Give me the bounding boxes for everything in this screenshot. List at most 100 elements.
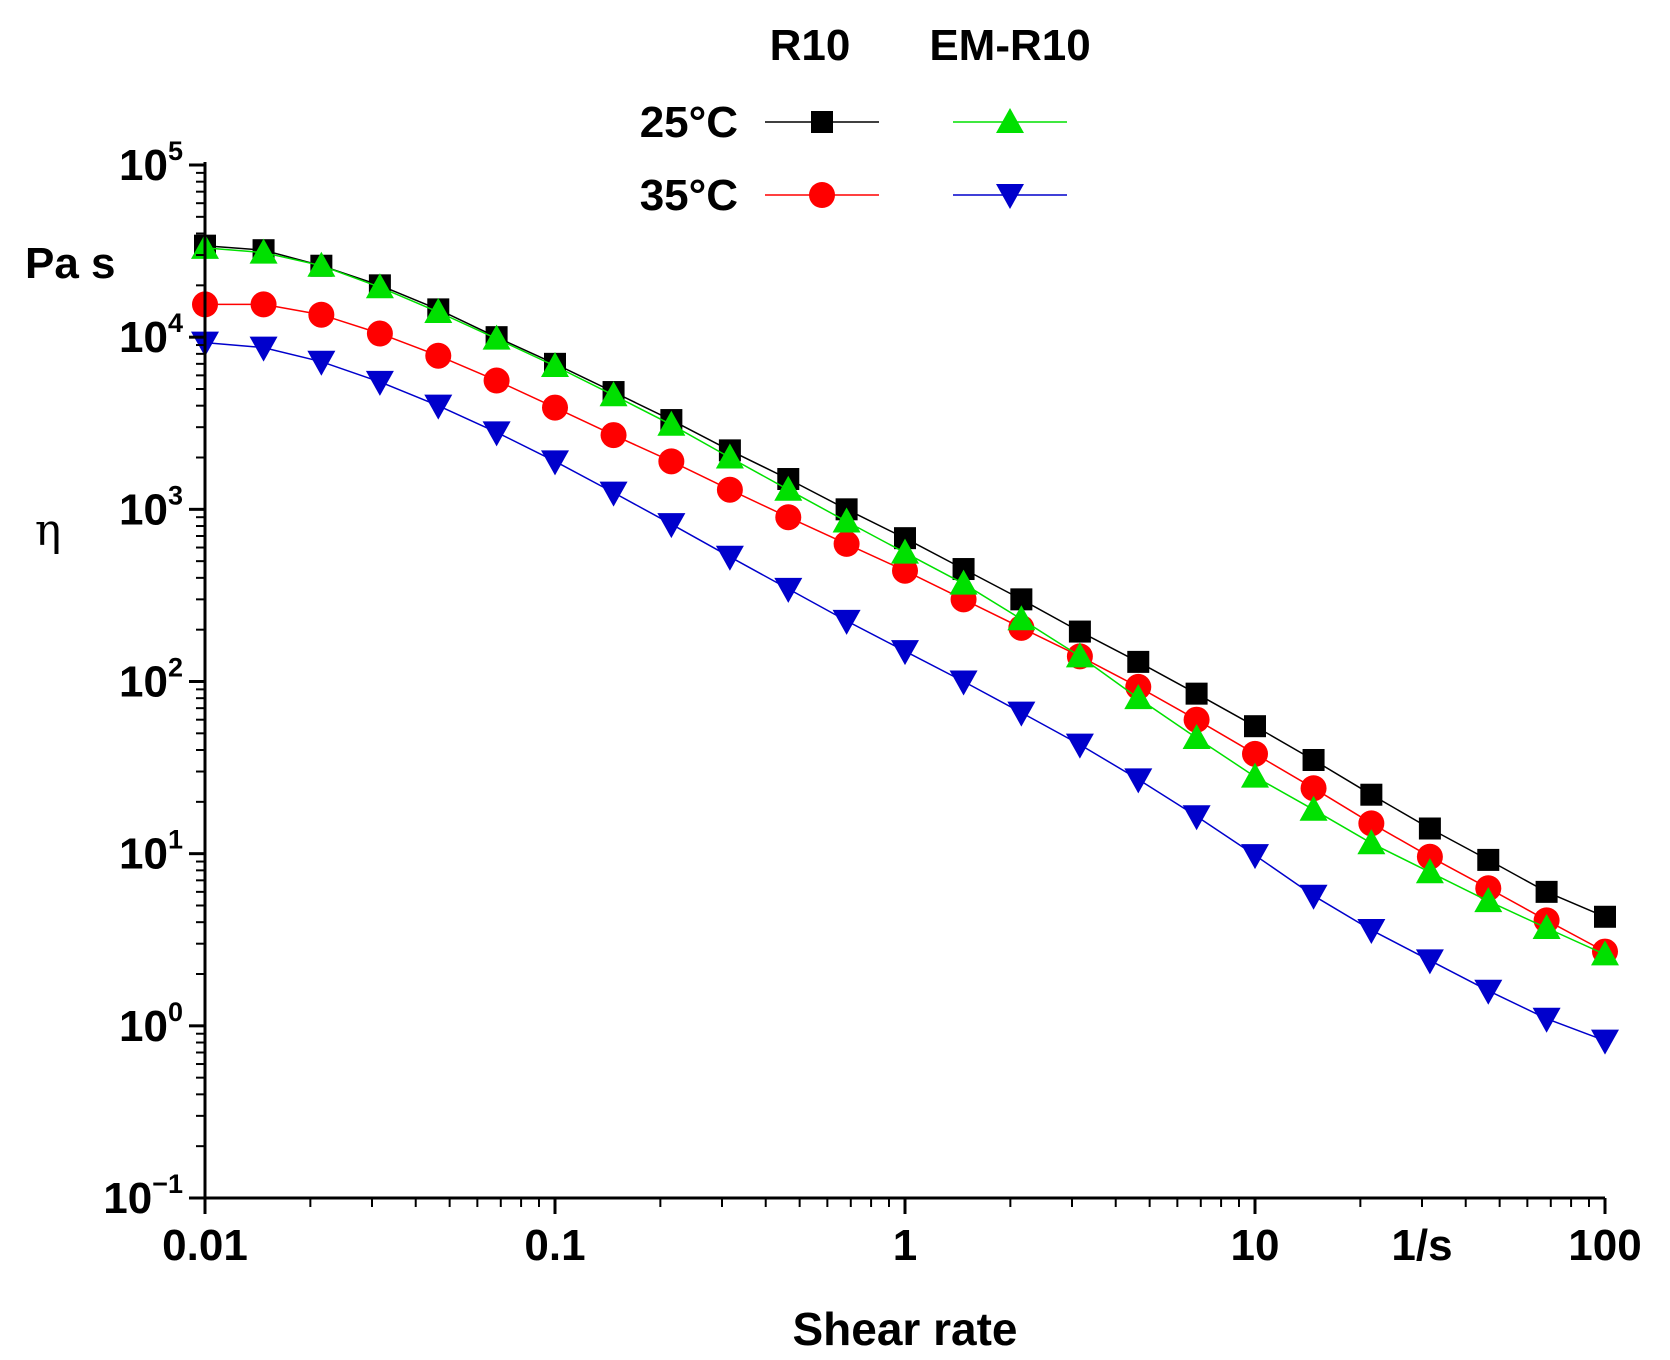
data-point	[1124, 684, 1153, 710]
data-point	[715, 545, 744, 571]
data-point	[774, 475, 803, 501]
data-point	[832, 609, 861, 635]
data-point	[1360, 783, 1383, 806]
data-point	[949, 670, 978, 696]
y-axis-unit: Pa s	[25, 239, 116, 288]
data-point	[599, 481, 628, 507]
plot-area	[191, 233, 1619, 1055]
data-point	[1474, 979, 1503, 1005]
data-point	[1357, 919, 1386, 945]
data-point	[715, 443, 744, 469]
data-point	[307, 251, 336, 277]
data-point	[1007, 701, 1036, 727]
data-point	[1532, 914, 1561, 940]
data-point	[542, 394, 568, 421]
legend-marker	[996, 108, 1024, 133]
data-point	[1594, 905, 1616, 928]
data-point	[482, 324, 511, 350]
data-point	[424, 394, 453, 420]
series-line	[204, 247, 1606, 956]
x-unit-label: 1/s	[1391, 1221, 1452, 1270]
data-point	[365, 273, 394, 299]
data-point	[1477, 848, 1500, 871]
x-axis-title: Shear rate	[792, 1303, 1017, 1355]
data-point	[1415, 949, 1444, 975]
data-point	[952, 558, 975, 581]
data-point	[424, 298, 453, 324]
data-point	[1300, 775, 1327, 802]
data-point	[1299, 884, 1328, 910]
data-point	[657, 513, 686, 539]
legend: R10 EM-R10 25°C 35°C	[640, 21, 1091, 220]
data-point	[1244, 715, 1266, 738]
data-point	[1302, 748, 1325, 771]
y-tick-label: 101	[119, 825, 183, 879]
data-point	[775, 504, 802, 531]
x-tick-label: 10	[1231, 1221, 1280, 1270]
data-point	[1591, 940, 1619, 966]
legend-marker	[811, 111, 833, 133]
data-point	[1241, 844, 1269, 870]
data-point	[483, 367, 510, 394]
data-point	[1474, 887, 1503, 913]
data-point	[365, 370, 394, 396]
axes: 10−1 100 101 102 103 104 105 0.01 0.1 1 10 1/s 100	[103, 136, 1641, 1270]
data-point	[832, 507, 861, 533]
data-point	[1358, 810, 1385, 837]
data-point	[1065, 642, 1094, 668]
y-tick-label: 100	[119, 997, 183, 1051]
data-point	[366, 320, 393, 347]
y-tick-label: 105	[119, 136, 183, 190]
data-point	[658, 448, 685, 475]
data-point	[1183, 706, 1210, 733]
data-point	[1416, 843, 1443, 870]
data-point	[1010, 588, 1033, 611]
data-point	[891, 538, 919, 564]
data-point	[541, 450, 569, 476]
data-point	[1065, 733, 1094, 759]
data-point	[657, 410, 686, 436]
data-point	[1068, 620, 1091, 643]
series-3	[191, 331, 1619, 1055]
legend-column-header: EM-R10	[929, 21, 1090, 70]
x-tick-label: 1	[893, 1221, 917, 1270]
y-tick-label: 10−1	[103, 1169, 183, 1223]
series-2	[191, 233, 1619, 966]
y-axis-title: η	[35, 505, 61, 556]
data-point	[307, 350, 336, 376]
legend-marker	[809, 182, 835, 208]
legend-column-header: R10	[770, 21, 851, 70]
data-point	[425, 342, 452, 369]
data-point	[1182, 723, 1211, 749]
data-point	[1242, 740, 1268, 767]
y-tick-label: 102	[119, 653, 183, 707]
x-tick-label: 100	[1568, 1221, 1641, 1270]
data-point	[600, 422, 627, 449]
data-point	[833, 530, 860, 557]
y-tick-label: 104	[119, 308, 183, 362]
data-point	[1415, 858, 1444, 884]
data-point	[1241, 762, 1269, 788]
data-point	[1185, 682, 1208, 705]
data-point	[894, 527, 916, 550]
data-point	[891, 640, 919, 666]
data-point	[1357, 829, 1386, 855]
data-point	[599, 381, 628, 407]
data-point	[949, 569, 978, 595]
data-point	[1124, 768, 1153, 794]
data-point	[1182, 805, 1211, 831]
data-point	[892, 557, 918, 584]
data-point	[1591, 1029, 1619, 1055]
legend-row-label: 25°C	[640, 98, 738, 147]
data-point	[249, 238, 278, 264]
legend-row-label: 35°C	[640, 171, 738, 220]
data-point	[1299, 795, 1328, 821]
data-point	[1418, 817, 1441, 840]
data-point	[249, 336, 278, 362]
data-point	[1532, 1007, 1561, 1033]
data-point	[716, 476, 743, 503]
x-tick-label: 0.01	[162, 1221, 248, 1270]
data-point	[250, 291, 277, 318]
data-point	[1127, 650, 1150, 673]
